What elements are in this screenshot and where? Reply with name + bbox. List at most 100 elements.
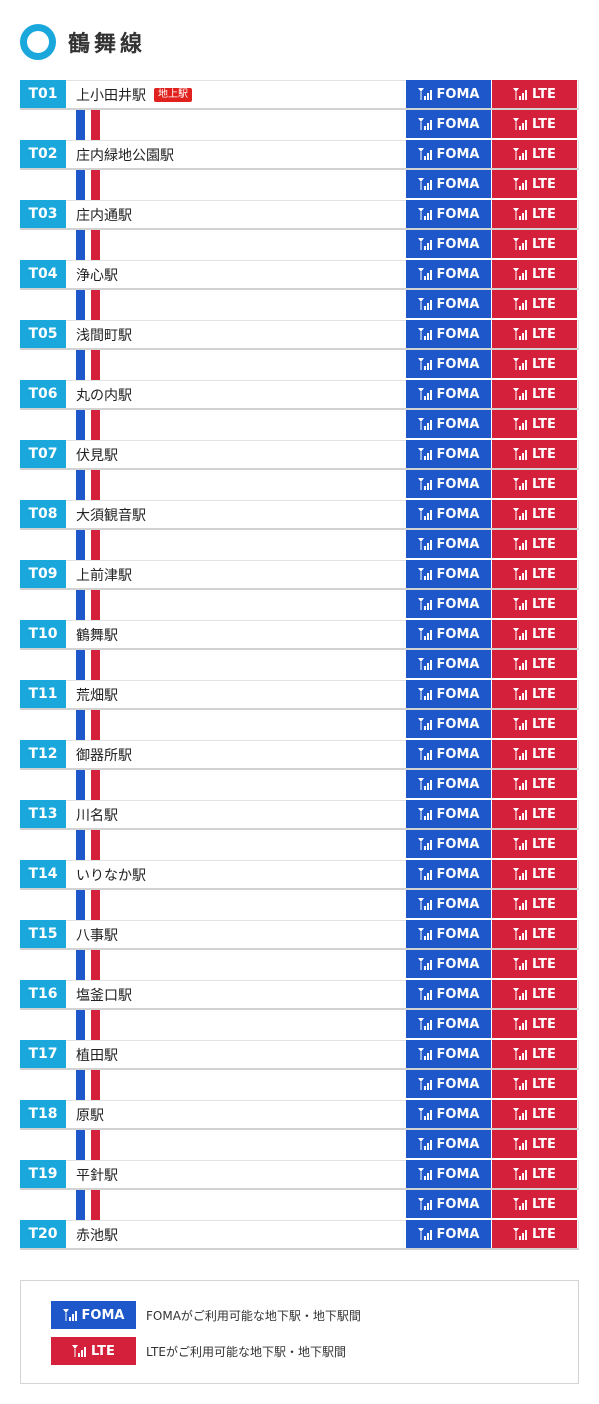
lte-availability: LTE: [492, 1130, 577, 1158]
signal-antenna-icon: [72, 1345, 87, 1357]
lte-availability: LTE: [492, 770, 577, 798]
foma-availability: FOMA: [406, 410, 491, 438]
foma-availability: FOMA: [406, 890, 491, 918]
lte-availability: LTE: [492, 470, 577, 498]
signal-antenna-icon: [513, 1108, 528, 1120]
lte-label: LTE: [532, 446, 556, 462]
lte-availability: LTE: [492, 500, 577, 528]
station-row: T07 伏見駅 FOMA LTE: [20, 440, 579, 470]
segment-row: FOMA LTE: [20, 710, 579, 740]
station-cell: 庄内通駅: [66, 200, 579, 228]
foma-availability: FOMA: [406, 80, 491, 108]
station-row: T08 大須観音駅 FOMA LTE: [20, 500, 579, 530]
segment-row: FOMA LTE: [20, 590, 579, 620]
station-code: T03: [20, 200, 66, 228]
lte-availability: LTE: [492, 920, 577, 948]
legend-foma-text: FOMAがご利用可能な地下駅・地下駅間: [146, 1308, 361, 1323]
signal-antenna-icon: [417, 718, 432, 730]
station-cell: 平針駅: [66, 1160, 579, 1188]
lte-label: LTE: [532, 146, 556, 162]
signal-antenna-icon: [513, 358, 528, 370]
track-line: [66, 1010, 579, 1040]
foma-availability: FOMA: [406, 350, 491, 378]
lte-availability: LTE: [492, 380, 577, 408]
signal-antenna-icon: [417, 1018, 432, 1030]
signal-antenna-icon: [417, 1108, 432, 1120]
lte-availability: LTE: [492, 590, 577, 618]
line-header: 鶴舞線: [20, 22, 146, 62]
lte-label: LTE: [532, 266, 556, 282]
signal-antenna-icon: [513, 988, 528, 1000]
foma-availability: FOMA: [406, 290, 491, 318]
foma-label: FOMA: [436, 326, 480, 342]
signal-antenna-icon: [417, 1138, 432, 1150]
signal-antenna-icon: [417, 358, 432, 370]
signal-antenna-icon: [417, 1048, 432, 1060]
station-code: T01: [20, 80, 66, 108]
foma-availability: FOMA: [406, 920, 491, 948]
station-name: 鶴舞駅: [76, 627, 118, 644]
lte-label: LTE: [532, 176, 556, 192]
station-row: T18 原駅 FOMA LTE: [20, 1100, 579, 1130]
signal-antenna-icon: [417, 778, 432, 790]
foma-label: FOMA: [436, 476, 480, 492]
legend-lte-label: LTE: [91, 1343, 115, 1359]
station-code: T07: [20, 440, 66, 468]
foma-label: FOMA: [436, 866, 480, 882]
lte-label: LTE: [532, 566, 556, 582]
foma-availability: FOMA: [406, 560, 491, 588]
foma-availability: FOMA: [406, 950, 491, 978]
station-cell: 御器所駅: [66, 740, 579, 768]
station-row: T15 八事駅 FOMA LTE: [20, 920, 579, 950]
signal-antenna-icon: [417, 478, 432, 490]
station-row: T09 上前津駅 FOMA LTE: [20, 560, 579, 590]
foma-label: FOMA: [436, 566, 480, 582]
foma-availability: FOMA: [406, 200, 491, 228]
foma-label: FOMA: [436, 596, 480, 612]
lte-availability: LTE: [492, 1100, 577, 1128]
lte-label: LTE: [532, 86, 556, 102]
station-name: 大須観音駅: [76, 507, 146, 524]
segment-row: FOMA LTE: [20, 1190, 579, 1220]
station-row: T19 平針駅 FOMA LTE: [20, 1160, 579, 1190]
signal-antenna-icon: [417, 988, 432, 1000]
station-row: T02 庄内緑地公園駅 FOMA LTE: [20, 140, 579, 170]
signal-antenna-icon: [513, 868, 528, 880]
station-name: 御器所駅: [76, 747, 132, 764]
lte-label: LTE: [532, 236, 556, 252]
lte-label: LTE: [532, 1016, 556, 1032]
station-cell: 川名駅: [66, 800, 579, 828]
signal-antenna-icon: [513, 208, 528, 220]
lte-availability: LTE: [492, 1010, 577, 1038]
lte-availability: LTE: [492, 1220, 577, 1248]
track-line: [66, 290, 579, 320]
signal-antenna-icon: [417, 118, 432, 130]
foma-label: FOMA: [436, 626, 480, 642]
signal-antenna-icon: [417, 688, 432, 700]
station-name: 庄内緑地公園駅: [76, 147, 174, 164]
line-title: 鶴舞線: [68, 32, 147, 57]
track-line: [66, 890, 579, 920]
signal-antenna-icon: [513, 478, 528, 490]
signal-antenna-icon: [513, 298, 528, 310]
signal-antenna-icon: [513, 838, 528, 850]
lte-label: LTE: [532, 596, 556, 612]
foma-availability: FOMA: [406, 1070, 491, 1098]
signal-antenna-icon: [513, 418, 528, 430]
signal-antenna-icon: [417, 88, 432, 100]
lte-availability: LTE: [492, 1070, 577, 1098]
lte-label: LTE: [532, 986, 556, 1002]
foma-availability: FOMA: [406, 530, 491, 558]
station-badge: 地上駅: [154, 87, 192, 102]
segment-row: FOMA LTE: [20, 410, 579, 440]
track-line: [66, 590, 579, 620]
lte-availability: LTE: [492, 800, 577, 828]
foma-label: FOMA: [436, 116, 480, 132]
signal-antenna-icon: [417, 508, 432, 520]
lte-label: LTE: [532, 926, 556, 942]
lte-label: LTE: [532, 896, 556, 912]
foma-availability: FOMA: [406, 1040, 491, 1068]
signal-antenna-icon: [513, 238, 528, 250]
signal-antenna-icon: [417, 598, 432, 610]
lte-availability: LTE: [492, 80, 577, 108]
